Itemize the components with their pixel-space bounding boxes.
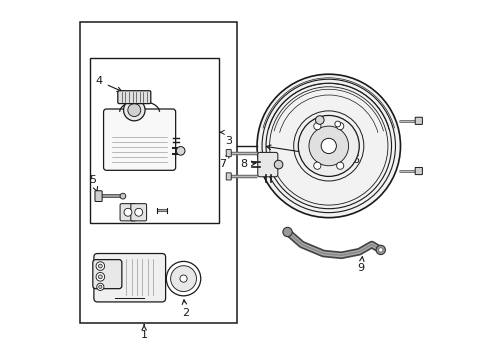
Circle shape [282, 227, 292, 237]
Circle shape [99, 285, 102, 288]
Circle shape [313, 162, 320, 169]
Circle shape [315, 116, 324, 124]
Circle shape [257, 74, 400, 218]
Circle shape [96, 273, 104, 281]
Circle shape [98, 275, 102, 279]
Text: 8: 8 [240, 159, 255, 169]
FancyBboxPatch shape [120, 204, 136, 221]
Circle shape [180, 275, 187, 282]
Circle shape [298, 116, 359, 176]
Circle shape [96, 262, 104, 270]
FancyBboxPatch shape [103, 109, 175, 170]
Circle shape [135, 208, 142, 216]
Circle shape [321, 138, 336, 154]
Circle shape [124, 208, 132, 216]
Circle shape [375, 245, 385, 255]
Circle shape [313, 122, 320, 130]
FancyBboxPatch shape [226, 173, 231, 180]
FancyBboxPatch shape [95, 191, 102, 202]
Circle shape [336, 162, 343, 169]
FancyBboxPatch shape [118, 91, 150, 104]
FancyBboxPatch shape [226, 149, 231, 157]
Circle shape [120, 193, 125, 199]
FancyBboxPatch shape [414, 117, 422, 125]
Circle shape [378, 248, 382, 252]
Bar [80, 22, 237, 323]
Circle shape [334, 121, 340, 127]
Text: 5: 5 [89, 175, 98, 192]
Circle shape [127, 104, 141, 117]
Text: 3: 3 [224, 136, 231, 145]
Circle shape [308, 126, 348, 166]
FancyBboxPatch shape [131, 204, 146, 221]
Circle shape [123, 99, 145, 121]
Text: 9: 9 [357, 257, 364, 273]
FancyBboxPatch shape [93, 260, 122, 289]
Circle shape [176, 147, 184, 155]
Circle shape [274, 160, 282, 169]
FancyBboxPatch shape [414, 167, 422, 175]
Text: 2: 2 [182, 300, 188, 318]
Circle shape [97, 283, 104, 291]
Bar [90, 58, 219, 223]
Text: 4: 4 [96, 76, 122, 91]
FancyBboxPatch shape [257, 152, 277, 177]
Circle shape [336, 122, 343, 130]
Text: 7: 7 [218, 154, 229, 169]
Text: 6: 6 [266, 145, 358, 165]
Circle shape [170, 266, 196, 292]
Text: 1: 1 [141, 325, 147, 340]
Circle shape [98, 264, 102, 268]
Circle shape [166, 261, 201, 296]
FancyBboxPatch shape [94, 253, 165, 302]
